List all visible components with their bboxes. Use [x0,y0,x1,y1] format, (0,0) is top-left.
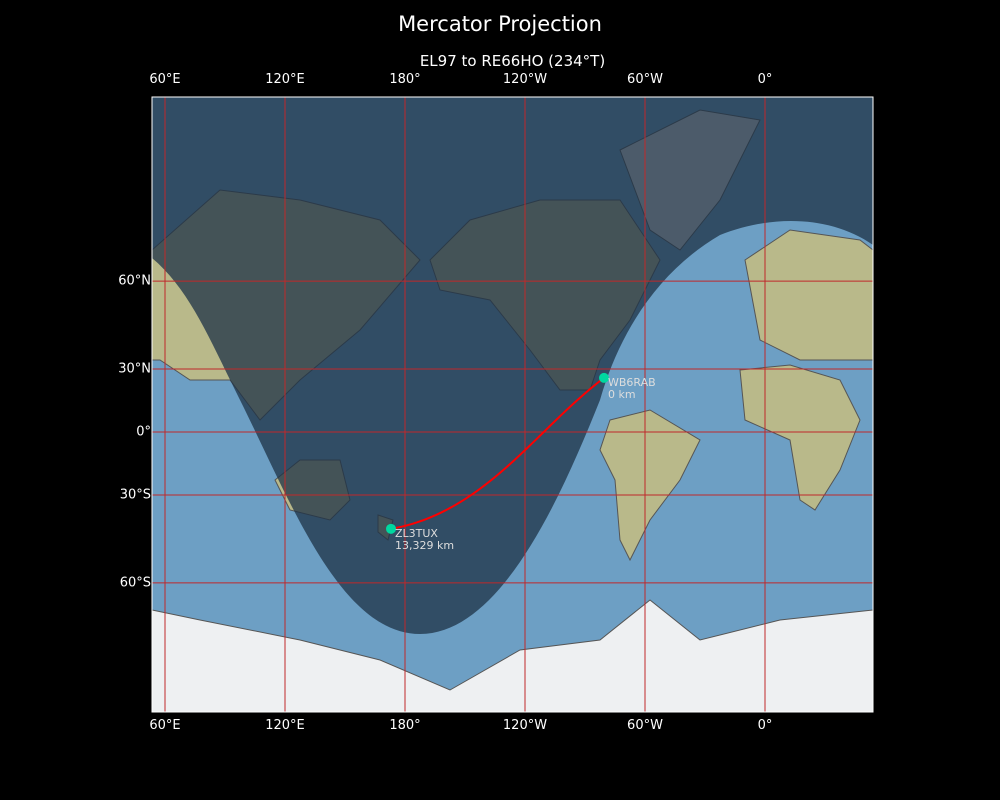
station-distance: 13,329 km [395,539,454,552]
lon-tick-label: 60°W [627,72,663,87]
lon-tick-label: 60°W [627,718,663,733]
lat-tick-label: 60°S [119,575,151,591]
station-marker[interactable] [386,523,396,534]
lon-tick-label: 180° [389,72,421,87]
lon-tick-label: 0° [757,718,773,733]
lon-tick-label: 120°E [265,72,305,87]
station-distance: 0 km [608,388,636,401]
great-circle-path [390,377,605,530]
lon-tick-label: 0° [757,72,773,87]
map-title: Mercator Projection [398,12,602,36]
lon-tick-label: 180° [389,718,421,733]
map-frame [151,96,874,713]
night-shadow [152,97,873,634]
lon-tick-label: 120°E [265,718,305,733]
map-subtitle: EL97 to RE66HO (234°T) [419,52,606,70]
lon-tick-label: 120°W [502,718,548,733]
lat-tick-label: 30°N [118,361,151,377]
lat-tick-label: 30°S [119,487,151,503]
graticule [152,97,873,712]
lat-tick-label: 0° [136,424,151,440]
station-callsign: WB6RAB [608,376,656,389]
lon-tick-label: 60°E [149,718,181,733]
station-marker[interactable] [599,372,609,383]
lat-tick-label: 60°N [118,273,151,289]
lon-tick-label: 60°E [149,72,181,87]
station-callsign: ZL3TUX [395,527,438,540]
lon-tick-label: 120°W [502,72,548,87]
